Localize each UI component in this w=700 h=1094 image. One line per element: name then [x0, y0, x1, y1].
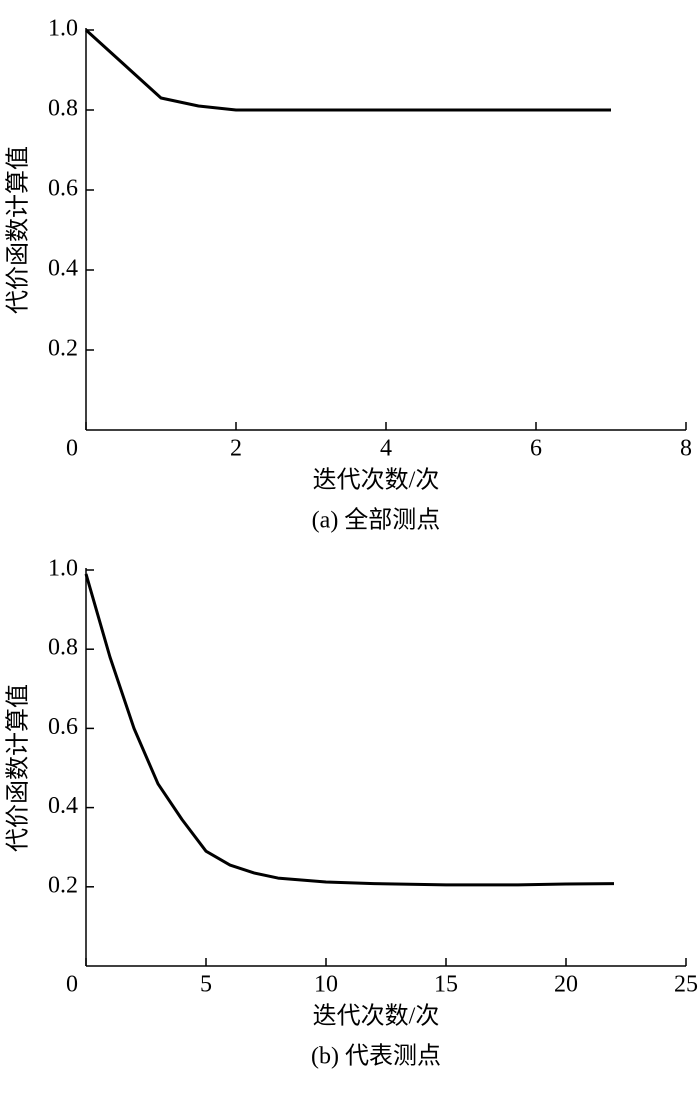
y-axis-label: 代价函数计算值	[5, 146, 32, 314]
x-tick-label: 2	[230, 436, 242, 462]
y-tick-label: 0.2	[48, 872, 78, 898]
x-tick-label: 0	[66, 436, 78, 462]
y-tick-label: 1.0	[48, 16, 78, 42]
line	[84, 573, 615, 887]
x-tick-label: 15	[434, 972, 458, 998]
x-tick-label: 20	[554, 972, 578, 998]
y-tick-label: 0.8	[48, 96, 78, 122]
y-tick-label: 0.6	[48, 176, 78, 202]
line	[84, 28, 611, 112]
x-tick-label: 10	[314, 972, 338, 998]
x-tick-label: 0	[66, 972, 78, 998]
y-tick-label: 1.0	[48, 556, 78, 582]
y-tick-label: 0.4	[48, 793, 78, 819]
x-axis-label: 迭代次数/次	[313, 1003, 440, 1030]
x-axis-label: 迭代次数/次	[313, 467, 440, 494]
y-tick-label: 0.6	[48, 714, 78, 740]
y-axis-label: 代价函数计算值	[5, 684, 32, 852]
caption: (a) 全部测点	[312, 507, 441, 534]
y-tick-label: 0.4	[48, 256, 78, 282]
x-tick-label: 5	[200, 972, 212, 998]
y-tick-label: 0.2	[48, 336, 78, 362]
x-tick-label: 4	[380, 436, 392, 462]
x-tick-label: 6	[530, 436, 542, 462]
y-tick-label: 0.8	[48, 635, 78, 661]
x-tick-label: 8	[680, 436, 692, 462]
caption: (b) 代表测点	[311, 1043, 441, 1070]
x-tick-label: 25	[674, 972, 698, 998]
